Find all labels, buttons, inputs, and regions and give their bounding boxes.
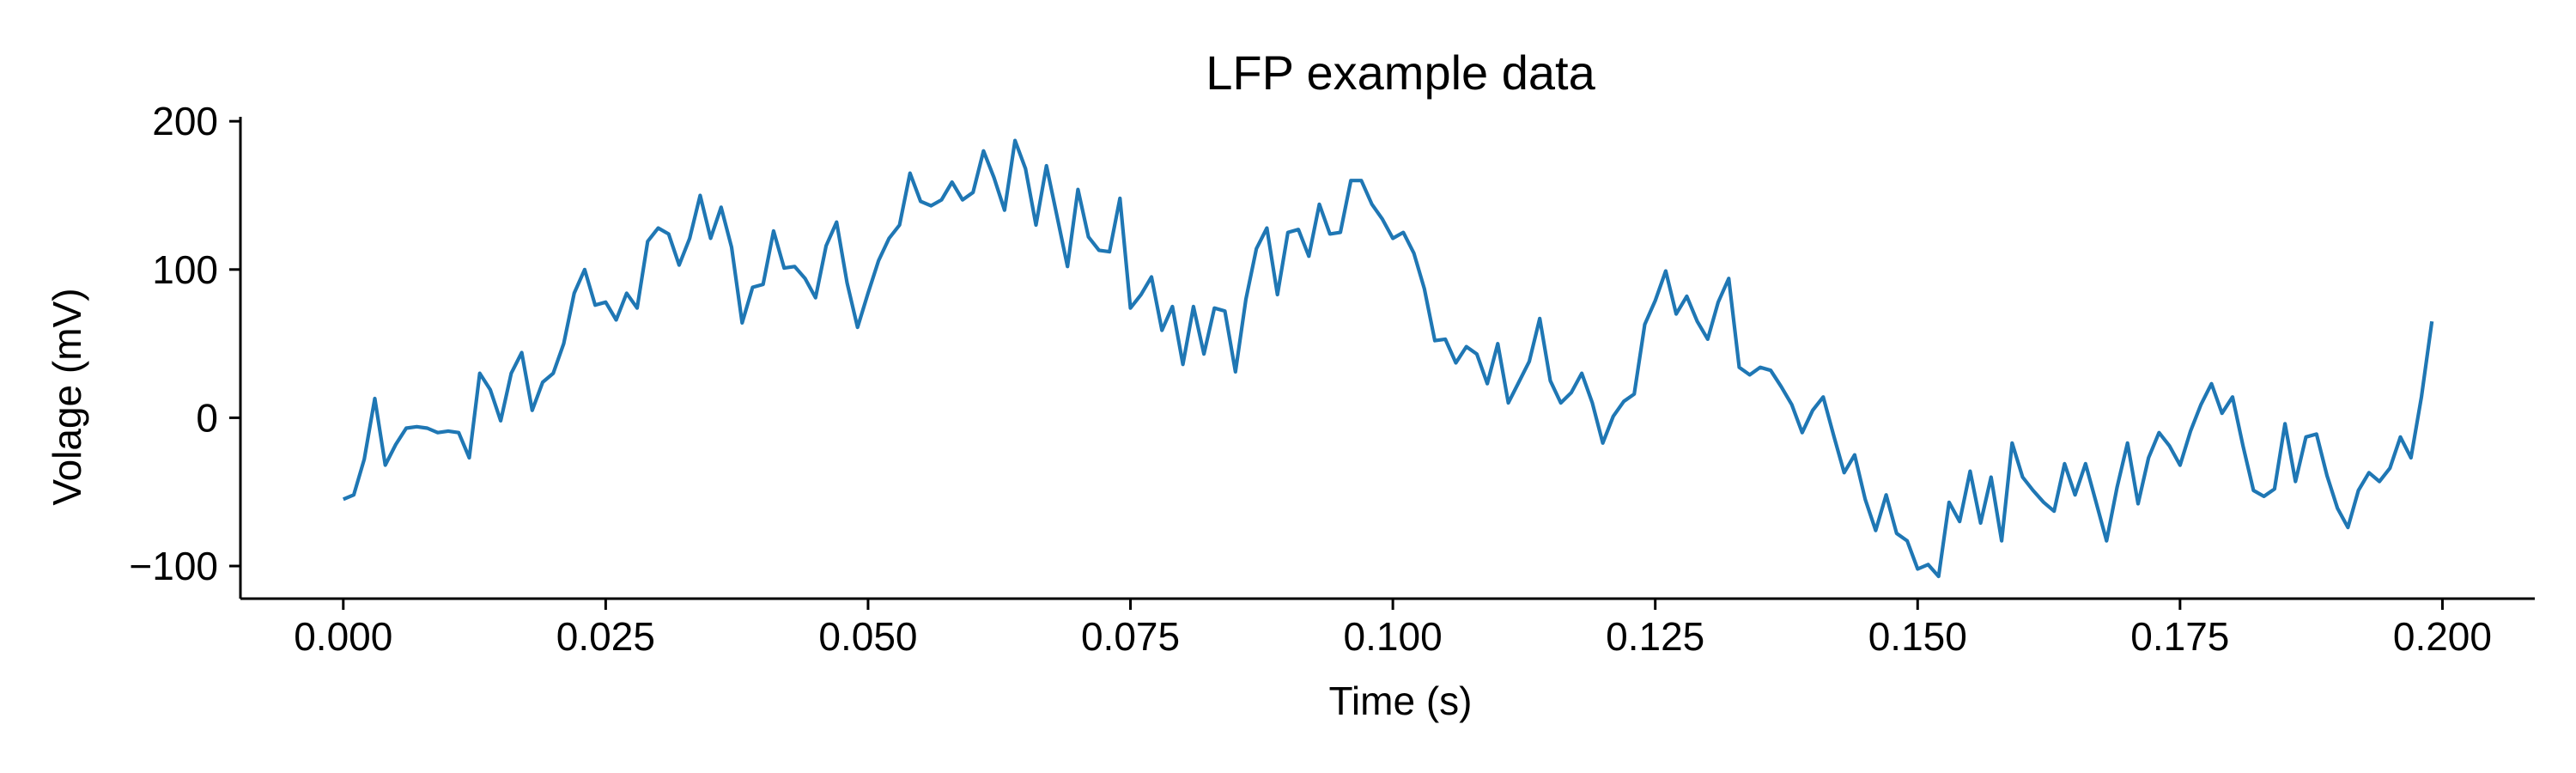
y-tick-label: 0 [196,395,218,440]
y-tick-label: −100 [129,544,218,588]
x-axis-ticks: 0.000 0.025 0.050 0.075 0.100 0.125 0.150 0.175… [294,599,2492,659]
y-tick-label: 200 [152,99,218,143]
x-axis-label: Time (s) [1329,679,1473,723]
x-tick-label: 0.050 [818,614,917,659]
x-tick-label: 0.175 [2130,614,2229,659]
x-tick-label: 0.125 [1606,614,1704,659]
plot-area [342,138,2434,579]
chart-title: LFP example data [1206,46,1595,100]
x-tick-label: 0.200 [2393,614,2492,659]
x-tick-label: 0.075 [1081,614,1180,659]
y-tick-label: 100 [152,247,218,292]
x-tick-label: 0.100 [1344,614,1443,659]
series-line-0 [342,138,2434,579]
y-axis-ticks: −100 0 100 200 [129,99,240,588]
y-axis-label: Volage (mV) [45,288,89,505]
x-tick-label: 0.150 [1868,614,1967,659]
x-tick-label: 0.025 [556,614,655,659]
x-tick-label: 0.000 [294,614,392,659]
